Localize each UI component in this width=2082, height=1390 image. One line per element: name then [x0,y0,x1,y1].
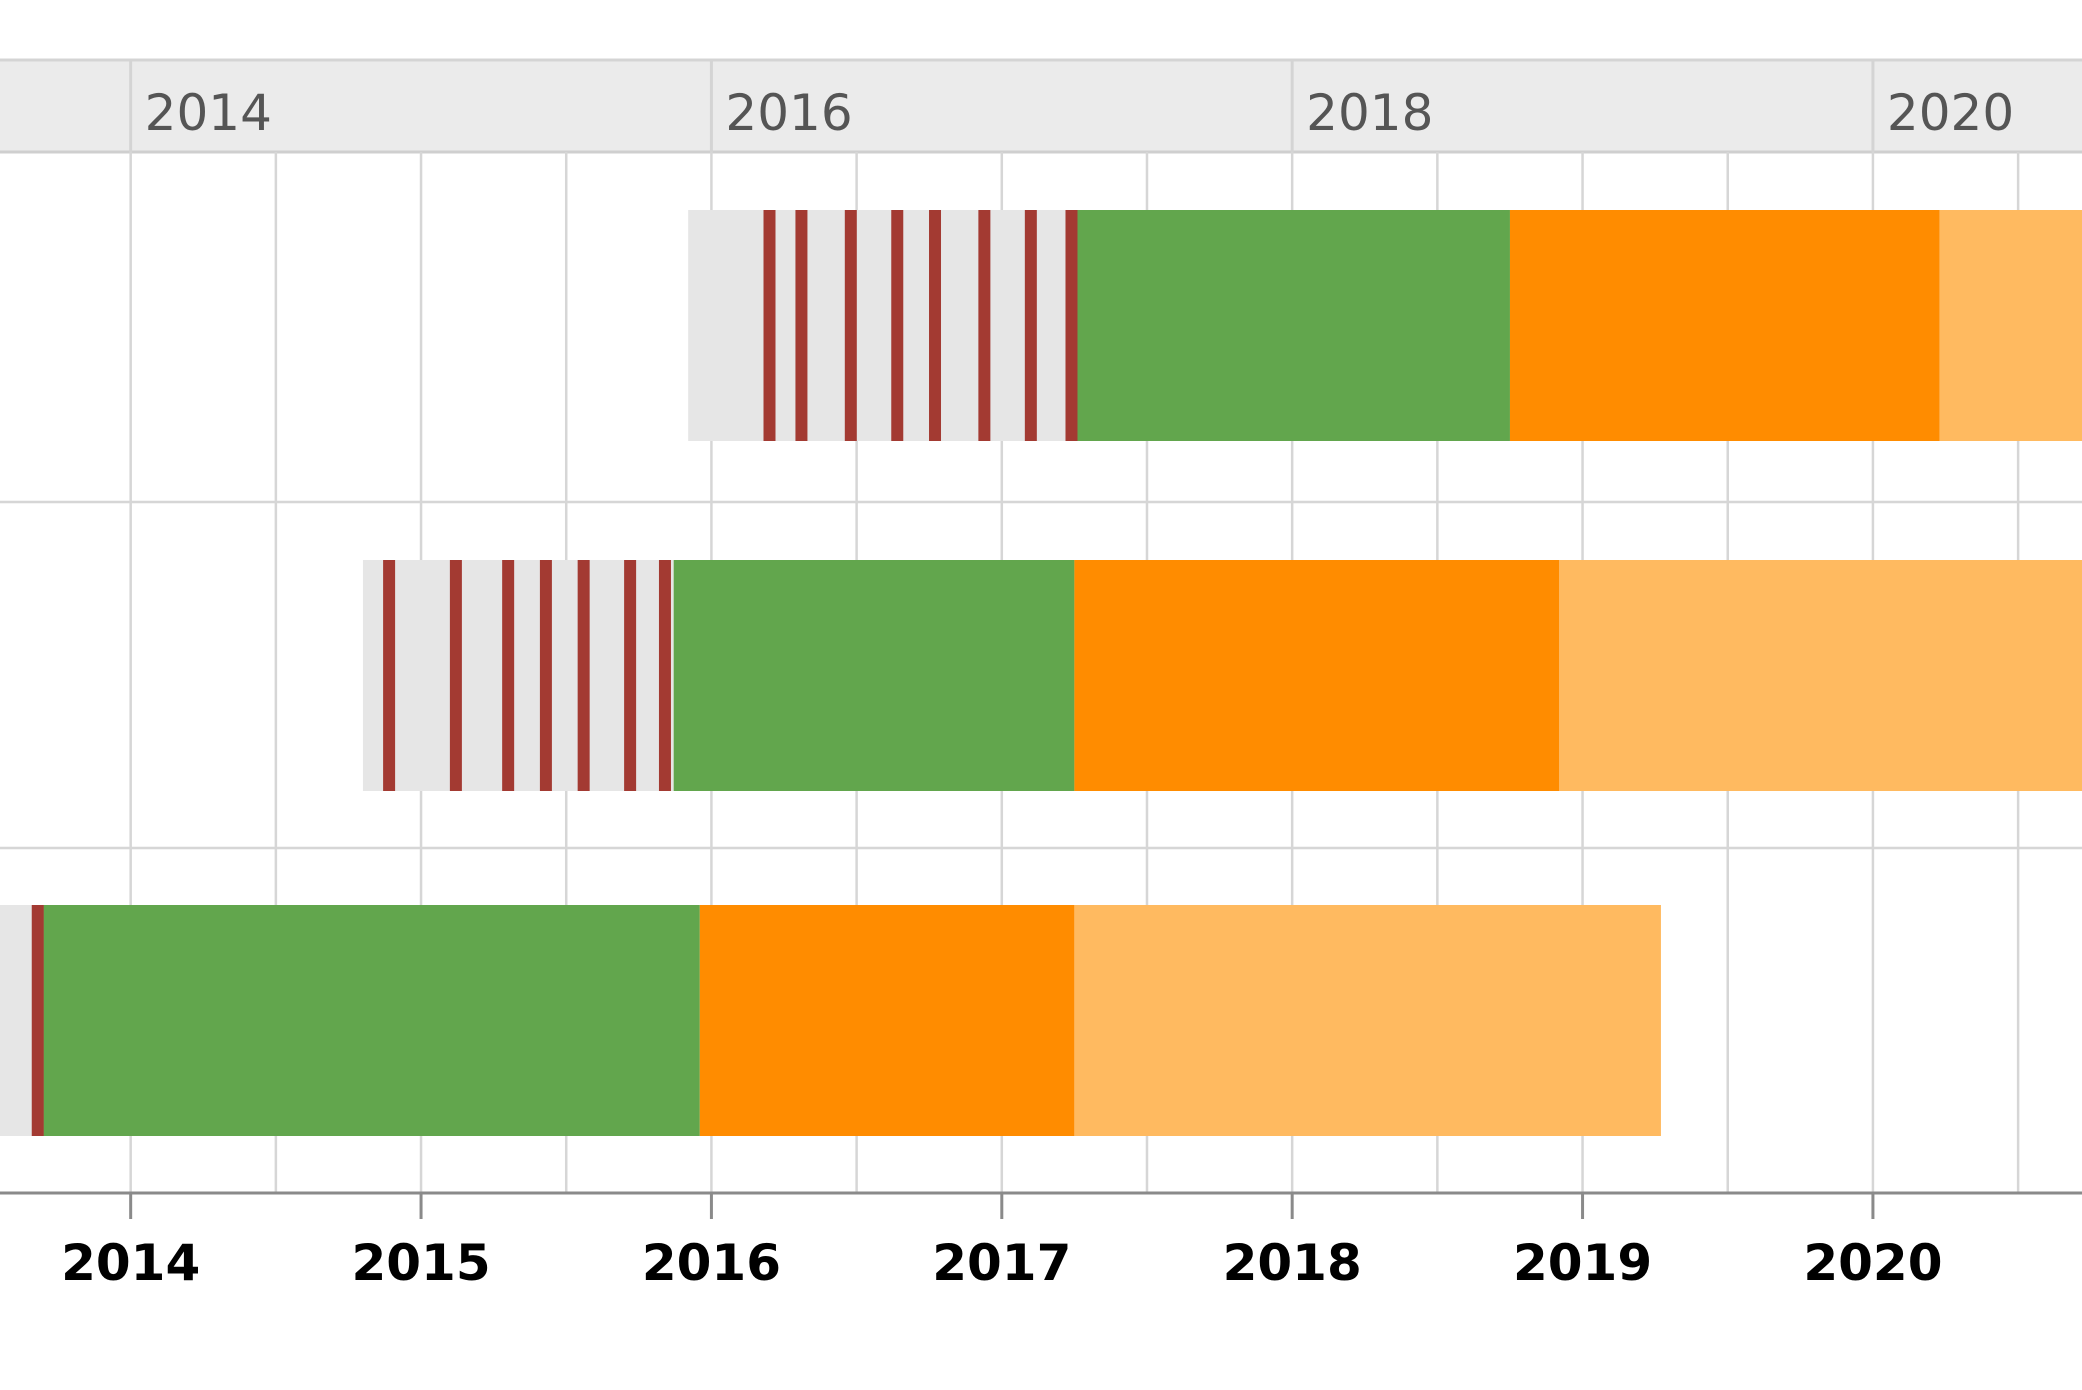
row-separators [0,500,2082,850]
timeline-row [0,905,1661,1136]
segment-light-orange [1939,210,2082,441]
event-tick-mark [978,210,991,441]
segment-light-orange [1559,560,2082,791]
segment-green [1074,210,1510,441]
event-tick-mark [577,560,590,791]
bottom-axis-tick-label: 2014 [61,1234,200,1292]
timeline-row [362,560,2082,791]
event-tick-mark [844,210,857,441]
top-axis-band [0,60,2082,152]
event-tick-mark [539,560,552,791]
segment-green [673,560,1075,791]
event-tick-mark [891,210,904,441]
segment-orange [1074,560,1560,791]
segment-orange [699,905,1075,1136]
segment-light-orange [1074,905,1661,1136]
event-tick-mark [795,210,808,441]
bottom-axis-tick-label: 2018 [1223,1234,1362,1292]
top-axis-ticks: 2014 2016 2018 2020 [129,60,2014,152]
top-axis-tick-label: 2016 [725,84,852,142]
event-tick-mark [383,560,396,791]
bottom-axis-tick-label: 2020 [1803,1234,1942,1292]
bottom-axis-tick-label: 2015 [351,1234,490,1292]
segment-gray [688,210,1075,441]
event-tick-mark [658,560,671,791]
bottom-axis-tick-label: 2019 [1513,1234,1652,1292]
segment-gray [362,560,674,791]
segment-green [43,905,700,1136]
bottom-axis-tick-label: 2017 [932,1234,1071,1292]
bottom-axis-ticks: 2014 2015 2016 2017 2018 2019 2020 [61,1193,1943,1292]
timeline-row [688,210,2082,441]
event-tick-mark [929,210,942,441]
event-tick-mark [763,210,776,441]
event-tick-mark [31,905,44,1136]
event-tick-mark [502,560,515,791]
event-tick-mark [449,560,462,791]
bottom-axis-tick-label: 2016 [642,1234,781,1292]
top-axis-tick-label: 2018 [1306,84,1433,142]
top-axis-tick-label: 2014 [145,84,272,142]
timeline-rows [0,210,2082,1136]
event-tick-mark [624,560,637,791]
top-axis-tick-label: 2020 [1887,84,2014,142]
event-tick-mark [1024,210,1037,441]
event-tick-mark [1065,210,1078,441]
segment-orange [1509,210,1940,441]
